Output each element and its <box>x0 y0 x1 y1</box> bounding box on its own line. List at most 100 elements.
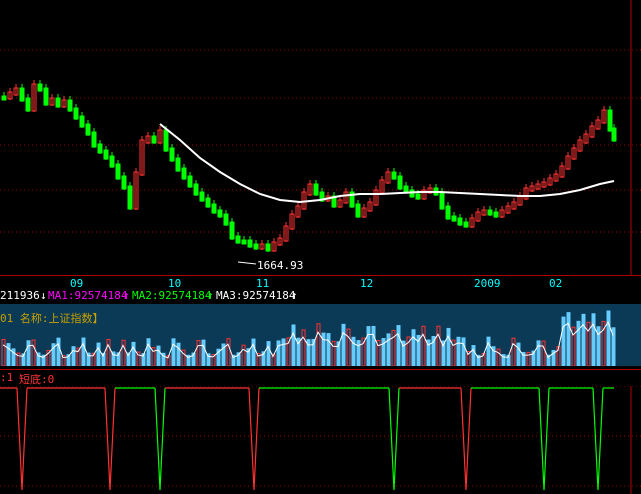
candle-body <box>127 185 133 210</box>
date-tick-label: 02 <box>549 277 563 290</box>
volume-bar <box>501 354 506 366</box>
volume-bar <box>441 340 446 366</box>
volume-bar <box>416 334 421 366</box>
candle-body <box>373 189 379 206</box>
candle-body <box>337 199 343 208</box>
volume-bar <box>6 343 11 366</box>
ma3-value: MA3:92574184 <box>216 289 296 302</box>
volume-bar <box>91 352 96 366</box>
volume-panel-title: 01 名称:上证指数】 <box>0 312 104 325</box>
volume-bar <box>401 340 406 366</box>
volume-bar <box>226 338 231 366</box>
volume-bar <box>136 351 141 366</box>
volume-bar <box>281 338 286 366</box>
volume-bar <box>71 346 76 366</box>
candle-body <box>547 177 553 186</box>
volume-bar <box>156 345 161 366</box>
volume-bar <box>471 345 476 366</box>
candle-body <box>529 185 535 192</box>
date-tick-label: 12 <box>360 277 374 290</box>
candle-body <box>259 243 265 250</box>
volume-bar <box>371 325 376 366</box>
candle-body <box>265 243 271 252</box>
volume-bar <box>366 326 371 366</box>
volume-bar <box>266 341 271 366</box>
indicator-chart-panel[interactable] <box>0 386 641 494</box>
candle-body <box>289 213 295 230</box>
candle-body <box>611 127 617 142</box>
candle-body <box>583 133 589 144</box>
volume-bar <box>101 352 106 366</box>
volume-bar <box>426 339 431 366</box>
candle-body <box>85 123 91 136</box>
volume-ma-header: 211936 ↓ MA1:92574184 ↑ MA2:92574184 ↑ M… <box>0 289 641 303</box>
price-chart-panel[interactable]: 1664.93 <box>0 0 641 275</box>
candle-body <box>385 171 391 184</box>
volume-bar <box>381 338 386 366</box>
candle-body <box>61 99 67 108</box>
indicator-spike <box>460 387 472 491</box>
candle-body <box>145 135 151 144</box>
volume-bar <box>181 349 186 366</box>
date-tick-label: 2009 <box>474 277 501 290</box>
candle-body <box>121 175 127 190</box>
candle-body <box>559 165 565 178</box>
indicator-spike <box>592 387 604 491</box>
candle-body <box>511 201 517 210</box>
candle-body <box>439 191 445 210</box>
volume-bar <box>241 344 246 366</box>
candle-body <box>277 237 283 246</box>
volume-bar <box>261 351 266 366</box>
candle-body <box>181 167 187 180</box>
candle-body <box>601 109 607 124</box>
candle-body <box>355 203 361 218</box>
volume-chart[interactable] <box>0 304 641 366</box>
volume-bar <box>326 333 331 366</box>
candle-body <box>457 217 463 226</box>
candle-body <box>469 217 475 228</box>
candle-body <box>541 181 547 188</box>
date-axis: 09 10 11 12 2009 02 <box>0 275 641 290</box>
volume-bar <box>546 354 551 366</box>
volume-bar <box>311 338 316 366</box>
candle-body <box>313 183 319 196</box>
volume-bar <box>561 316 566 366</box>
indicator-chart[interactable] <box>0 386 641 494</box>
candle-body <box>37 83 43 92</box>
candle-body <box>97 143 103 154</box>
volume-bar <box>66 354 71 366</box>
candle-body <box>271 241 277 252</box>
volume-bar <box>606 310 611 366</box>
volume-bar <box>21 353 26 366</box>
volume-chart-panel[interactable]: 01 名称:上证指数】 <box>0 304 641 366</box>
volume-bar <box>491 346 496 366</box>
volume-bar <box>341 323 346 366</box>
volume-bar <box>251 338 256 366</box>
candle-body <box>211 203 217 214</box>
candle-body <box>535 183 541 190</box>
volume-bar <box>451 339 456 366</box>
candlestick-chart[interactable]: 1664.93 <box>0 0 641 275</box>
volume-value: 211936 <box>0 289 40 302</box>
candle-body <box>307 183 313 196</box>
volume-bar <box>126 352 131 366</box>
candle-body <box>223 213 229 226</box>
volume-bar <box>336 341 341 366</box>
candle-body <box>367 201 373 212</box>
ma1-value: MA1:92574184 <box>48 289 128 302</box>
candle-body <box>25 97 31 112</box>
candle-body <box>361 207 367 218</box>
volume-bar <box>296 337 301 366</box>
volume-bar <box>41 354 46 366</box>
candle-body <box>109 155 115 168</box>
volume-bar <box>46 349 51 366</box>
candle-body <box>349 191 355 208</box>
volume-bar <box>121 339 126 366</box>
candle-body <box>577 139 583 152</box>
candle-body <box>1 95 7 101</box>
candle-body <box>187 175 193 188</box>
volume-bar <box>221 343 226 366</box>
up-arrow-icon: ↑ <box>207 289 214 302</box>
down-arrow-icon: ↓ <box>40 289 47 302</box>
volume-bar <box>386 333 391 366</box>
